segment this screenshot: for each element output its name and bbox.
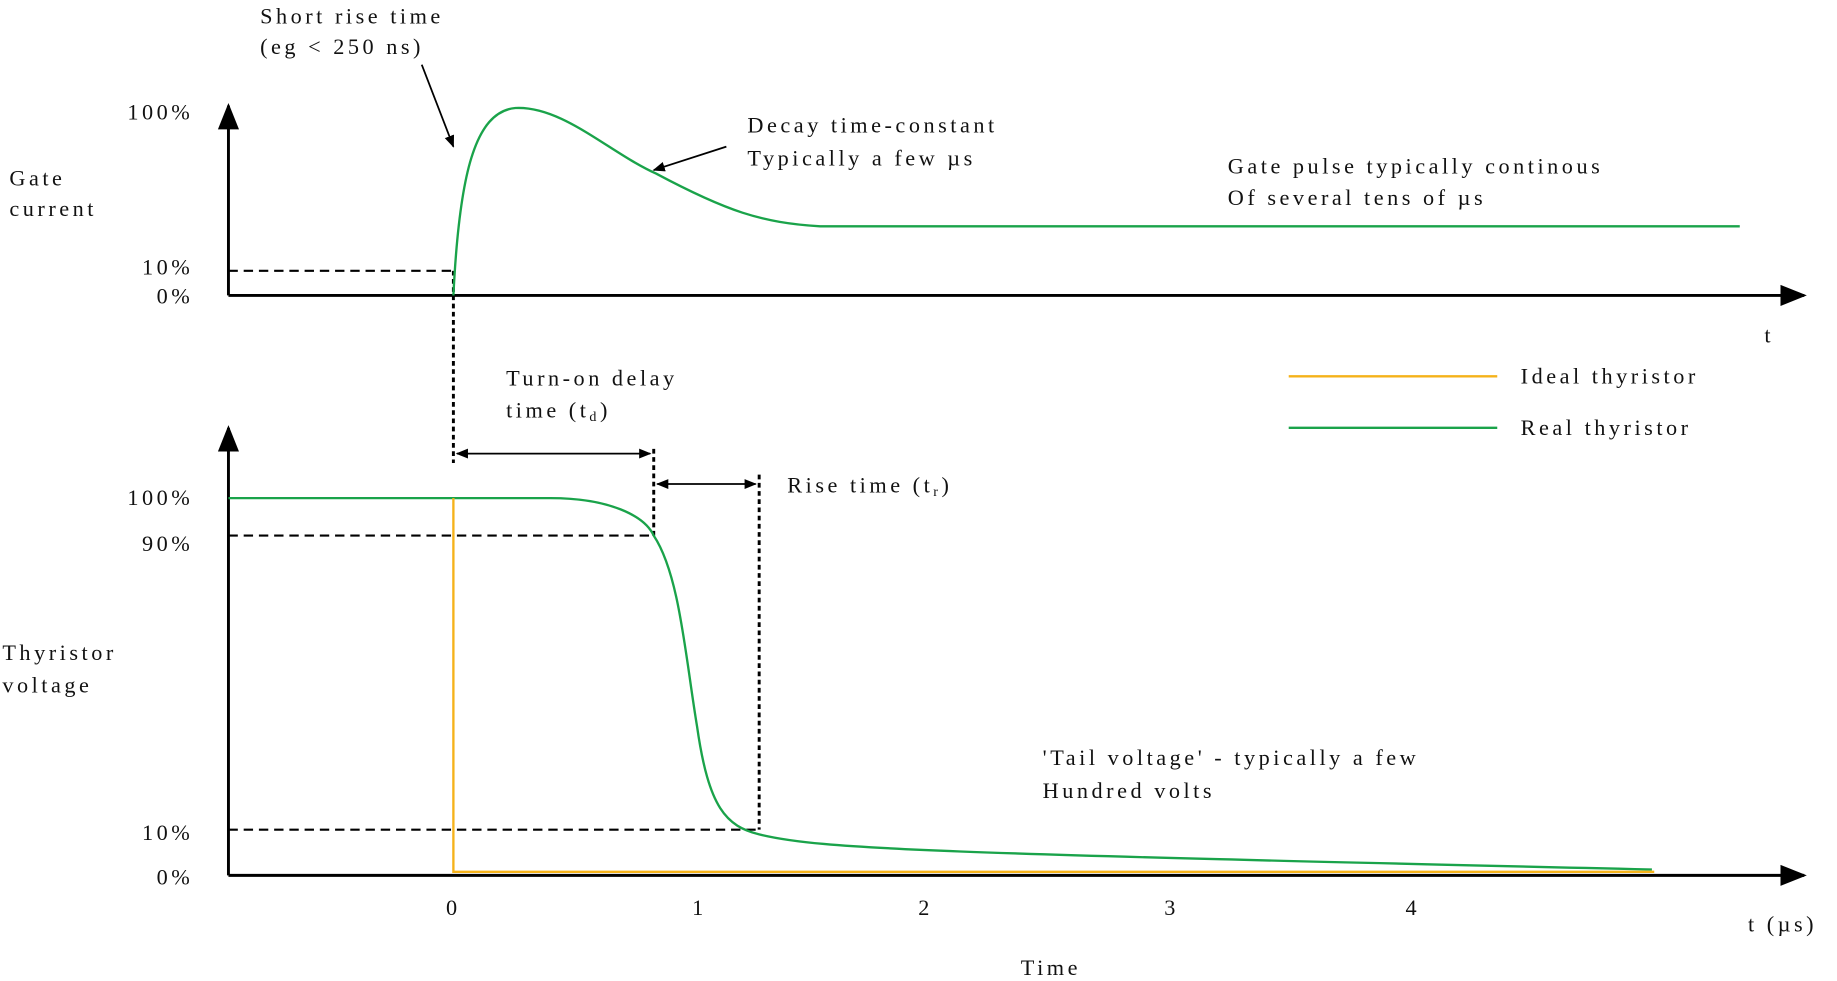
annotation: Rise time (tr) [787, 472, 952, 500]
axis-label: t [1764, 322, 1774, 347]
annotation: time (td) [506, 397, 611, 425]
axis-label: Gate [9, 165, 65, 190]
annotation: Typically a few µs [747, 145, 975, 170]
tick-label: 0% [157, 284, 194, 309]
annotation: Of several tens of µs [1228, 185, 1486, 210]
subscript: d [589, 409, 600, 425]
tick-label: 90% [142, 531, 193, 556]
annotation: 'Tail voltage' - typically a few [1043, 745, 1420, 770]
tick-label: 0% [157, 865, 194, 890]
annotation: Decay time-constant [747, 113, 997, 138]
axis-label: current [9, 196, 97, 221]
tick-label: 100% [127, 485, 193, 510]
axis-label: t (µs) [1748, 912, 1817, 937]
text: ) [941, 472, 952, 497]
guides [228, 64, 761, 831]
text: time (t [506, 397, 589, 422]
tick-label: 4 [1406, 895, 1421, 920]
annotation: (eg < 250 ns) [260, 34, 424, 59]
tick-label: 3 [1164, 895, 1179, 920]
text: Rise time (t [787, 472, 933, 497]
legend-label: Ideal thyristor [1521, 363, 1699, 388]
annotation: Hundred volts [1043, 778, 1215, 803]
tick-label: 2 [918, 895, 933, 920]
axis-label: Thyristor [2, 640, 116, 665]
tick-label: 100% [127, 100, 193, 125]
tick-label: 10% [142, 820, 193, 845]
annotation: Turn-on delay [506, 366, 678, 391]
tick-label: 1 [692, 895, 707, 920]
annotation: Short rise time [260, 4, 444, 29]
axis-title: Time [1021, 955, 1081, 980]
annotation: Gate pulse typically continous [1228, 154, 1603, 179]
text: ) [600, 397, 611, 422]
axes [217, 103, 1807, 886]
subscript: r [933, 484, 941, 500]
tick-label: 10% [142, 254, 193, 279]
axis-label: voltage [2, 673, 92, 698]
legend-label: Real thyristor [1521, 415, 1692, 440]
curves [228, 106, 1740, 874]
tick-label: 0 [446, 895, 461, 920]
